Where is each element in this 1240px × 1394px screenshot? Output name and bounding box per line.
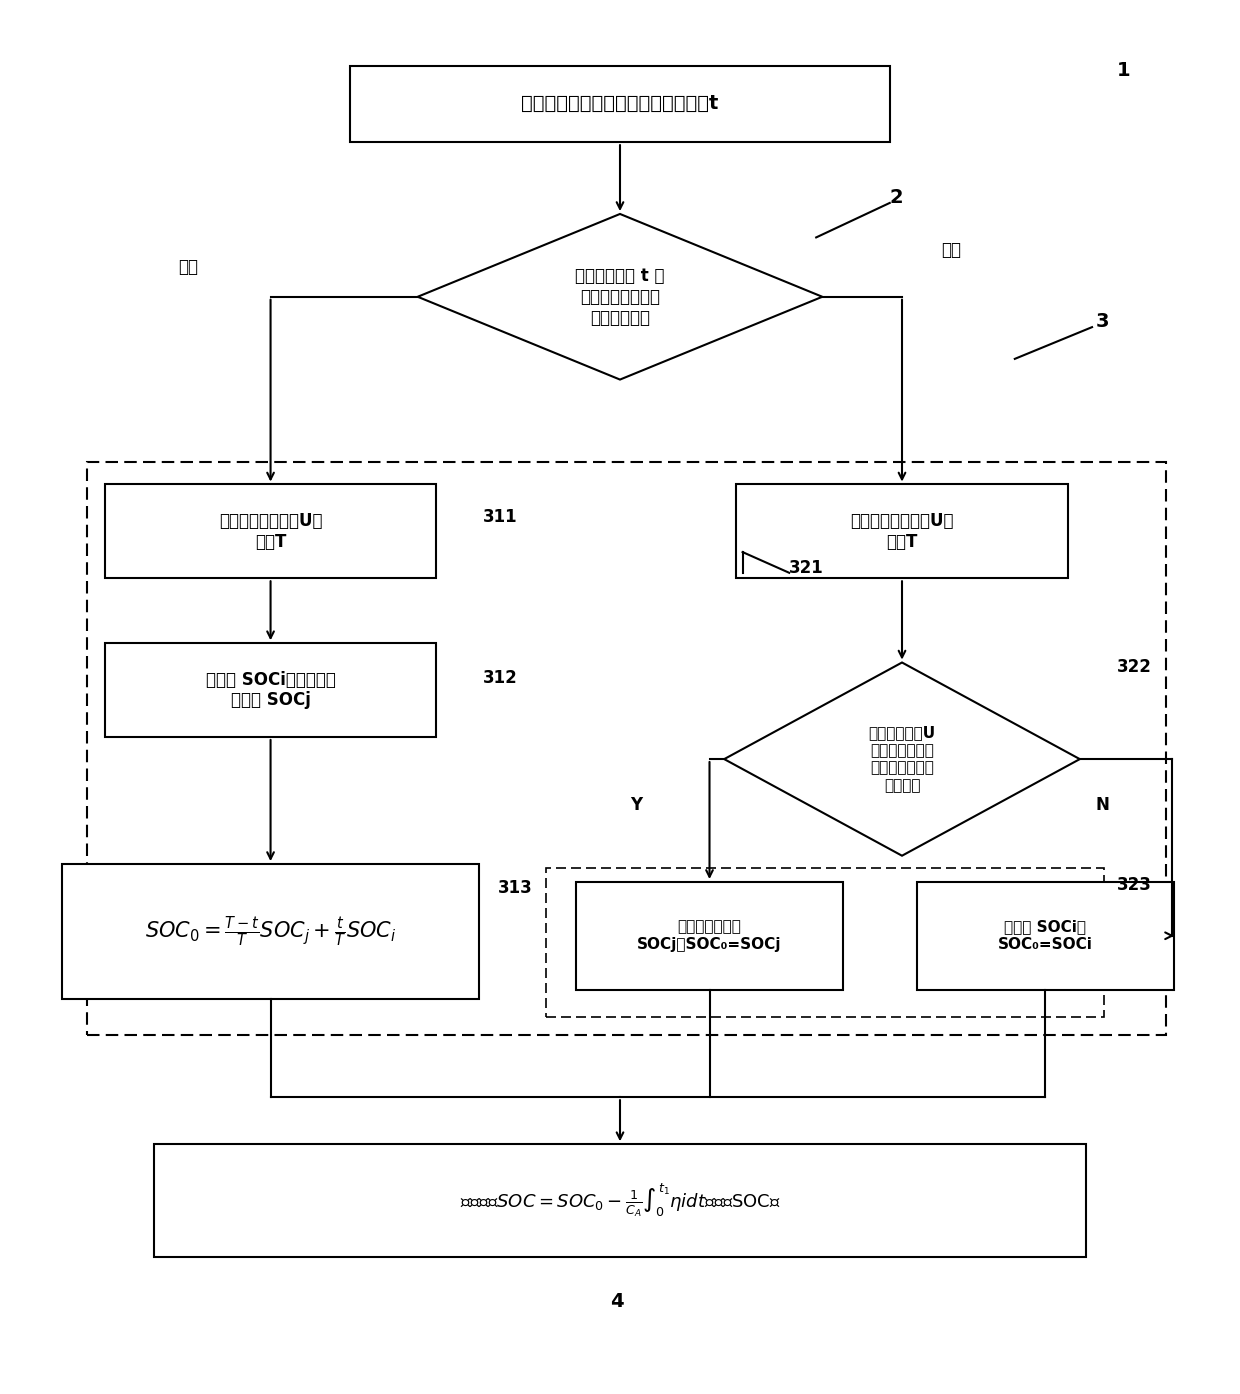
Bar [62, 864, 479, 999]
Text: 查表得 SOCi，
SOC₀=SOCi: 查表得 SOCi， SOC₀=SOCi [998, 920, 1092, 952]
Bar [105, 643, 436, 737]
Text: 2: 2 [890, 188, 904, 206]
Text: 321: 321 [789, 559, 823, 577]
Text: 测系统的开路电压U和
温度T: 测系统的开路电压U和 温度T [851, 512, 954, 551]
Text: Y: Y [630, 796, 642, 814]
Bar [916, 882, 1174, 990]
Polygon shape [418, 213, 822, 379]
Text: 313: 313 [497, 880, 532, 896]
Text: 查表得 SOCi，读上次关
机时的 SOCj: 查表得 SOCi，读上次关 机时的 SOCj [206, 671, 336, 710]
Text: 1: 1 [1116, 61, 1130, 79]
Text: 判断开路电压U
是否在电池组总
电压确定的电压
的范围内: 判断开路电压U 是否在电池组总 电压确定的电压 的范围内 [868, 725, 935, 793]
Bar [105, 485, 436, 579]
Text: 3: 3 [1096, 312, 1110, 332]
Text: 读上次关机时的
SOCj，SOC₀=SOCj: 读上次关机时的 SOCj，SOC₀=SOCj [637, 920, 781, 952]
Bar [154, 1144, 1086, 1257]
Text: 判断时间间隔 t 与
电池组总电压确定
的时间的大小: 判断时间间隔 t 与 电池组总电压确定 的时间的大小 [575, 268, 665, 326]
Bar [737, 485, 1068, 579]
Bar [87, 463, 1166, 1036]
Text: 代入公式$SOC=SOC_0-\frac{1}{C_A}\int_0^{t_1}\eta idt$，计算SOC值: 代入公式$SOC=SOC_0-\frac{1}{C_A}\int_0^{t_1}… [460, 1182, 780, 1220]
Bar [575, 882, 843, 990]
Text: 322: 322 [1116, 658, 1152, 676]
Bar [547, 868, 1105, 1018]
Bar [350, 66, 890, 142]
Text: 311: 311 [482, 507, 517, 526]
Text: 4: 4 [610, 1292, 624, 1310]
Text: 计算本次开机与上次关机的时间间隔t: 计算本次开机与上次关机的时间间隔t [521, 93, 719, 113]
Text: N: N [1096, 796, 1110, 814]
Text: 大于: 大于 [941, 241, 961, 259]
Text: 测系统的开路电压U和
温度T: 测系统的开路电压U和 温度T [218, 512, 322, 551]
Text: 323: 323 [1116, 877, 1152, 894]
Text: 312: 312 [482, 669, 517, 687]
Polygon shape [724, 662, 1080, 856]
Text: $SOC_0=\frac{T-t}{T}SOC_j+\frac{t}{T}SOC_i$: $SOC_0=\frac{T-t}{T}SOC_j+\frac{t}{T}SOC… [145, 914, 397, 949]
Text: 小于: 小于 [179, 258, 198, 276]
